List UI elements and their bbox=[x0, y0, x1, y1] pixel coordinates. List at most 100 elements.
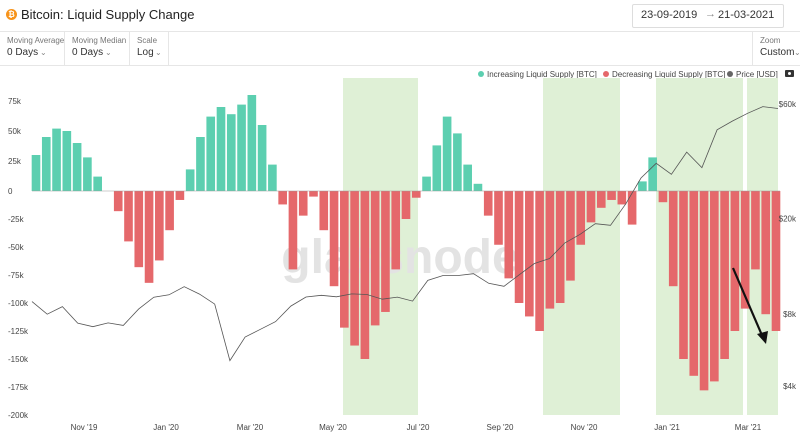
chevron-down-icon: ⌄ bbox=[155, 48, 162, 57]
price-line bbox=[31, 106, 779, 362]
bar bbox=[165, 191, 174, 231]
bar bbox=[113, 191, 123, 212]
bar bbox=[699, 191, 709, 391]
y-tick-label: -75k bbox=[8, 271, 25, 280]
legend-label-increasing: Increasing Liquid Supply [BTC] bbox=[487, 70, 597, 79]
legend-item-increasing[interactable]: Increasing Liquid Supply [BTC] bbox=[478, 70, 597, 79]
x-tick-label: Jul '20 bbox=[407, 423, 430, 432]
x-tick-label: Nov '19 bbox=[71, 423, 98, 432]
bar bbox=[525, 191, 534, 317]
y2-tick-label: $60k bbox=[779, 100, 797, 109]
bar bbox=[494, 191, 503, 245]
bar bbox=[483, 191, 493, 216]
bar bbox=[545, 191, 555, 309]
y-tick-label: -175k bbox=[8, 383, 29, 392]
y2-tick-label: $20k bbox=[779, 214, 797, 223]
legend-label-price: Price [USD] bbox=[736, 70, 778, 79]
bar bbox=[134, 191, 144, 268]
moving-median-select[interactable]: Moving Median 0 Days ⌄ bbox=[65, 32, 130, 65]
trend-arrow bbox=[731, 267, 766, 341]
y-tick-label: -50k bbox=[8, 243, 25, 252]
bar bbox=[751, 191, 760, 270]
bar bbox=[175, 191, 185, 200]
chevron-down-icon: ⌄ bbox=[794, 48, 800, 57]
x-tick-label: Jan '21 bbox=[654, 423, 680, 432]
bar bbox=[514, 191, 524, 303]
date-range-picker[interactable]: 23-09-2019 → 21-03-2021 bbox=[632, 4, 784, 28]
x-tick-label: Nov '20 bbox=[571, 423, 598, 432]
bar bbox=[638, 181, 647, 191]
bar bbox=[761, 191, 771, 315]
bar bbox=[381, 191, 390, 312]
y-tick-label: -125k bbox=[8, 327, 29, 336]
moving-average-select[interactable]: Moving Average 0 Days ⌄ bbox=[0, 32, 65, 65]
bar bbox=[41, 137, 51, 191]
x-tick-label: Mar '20 bbox=[237, 423, 264, 432]
y2-tick-label: $8k bbox=[783, 310, 797, 319]
bar bbox=[453, 133, 462, 191]
bar bbox=[247, 95, 257, 191]
bar bbox=[401, 191, 411, 219]
bar bbox=[72, 143, 82, 191]
y-tick-label: -25k bbox=[8, 215, 25, 224]
zoom-label: Zoom bbox=[760, 36, 781, 45]
date-from[interactable]: 23-09-2019 bbox=[641, 9, 698, 21]
bar bbox=[268, 164, 277, 191]
bar bbox=[329, 191, 339, 287]
bar bbox=[668, 191, 678, 287]
zoom-select[interactable]: Zoom Custom ⌄ bbox=[752, 32, 800, 65]
legend-item-price[interactable]: Price [USD] bbox=[727, 70, 778, 79]
y-tick-label: -150k bbox=[8, 355, 29, 364]
date-to[interactable]: 21-03-2021 bbox=[718, 9, 775, 21]
bar bbox=[319, 191, 329, 231]
bar bbox=[155, 191, 164, 261]
bar bbox=[504, 191, 514, 279]
bar bbox=[627, 191, 637, 225]
legend-label-decreasing: Decreasing Liquid Supply [BTC] bbox=[612, 70, 726, 79]
bar bbox=[658, 191, 668, 203]
bar bbox=[350, 191, 359, 346]
bar bbox=[52, 128, 61, 191]
x-tick-label: Sep '20 bbox=[487, 423, 514, 432]
scale-select[interactable]: Scale Log ⌄ bbox=[130, 32, 169, 65]
y2-tick-label: $4k bbox=[783, 382, 797, 391]
bar bbox=[62, 131, 72, 191]
y2-axis: $60k $20k $8k $4k bbox=[779, 100, 797, 391]
bar bbox=[83, 157, 92, 191]
bar bbox=[124, 191, 133, 242]
y-tick-label: -100k bbox=[8, 299, 29, 308]
moving-average-label: Moving Average bbox=[7, 36, 65, 45]
chevron-down-icon: ⌄ bbox=[40, 48, 47, 57]
bar bbox=[720, 191, 729, 359]
bar bbox=[617, 191, 627, 205]
bar bbox=[740, 191, 750, 309]
bar bbox=[196, 137, 205, 191]
bar bbox=[370, 191, 380, 326]
y-tick-label: 25k bbox=[8, 157, 22, 166]
header-bar: ₿ Bitcoin: Liquid Supply Change 23-09-20… bbox=[0, 0, 800, 32]
legend-swatch-price bbox=[727, 71, 733, 77]
moving-average-value: 0 Days bbox=[7, 47, 39, 58]
bar bbox=[216, 107, 226, 191]
x-tick-label: Jan '20 bbox=[153, 423, 179, 432]
y-tick-label: -200k bbox=[8, 411, 29, 420]
bar bbox=[648, 157, 657, 191]
bar bbox=[278, 191, 287, 205]
bar bbox=[298, 191, 308, 216]
bar bbox=[576, 191, 586, 245]
scale-label: Scale bbox=[137, 36, 158, 45]
bar bbox=[463, 164, 472, 191]
legend-item-decreasing[interactable]: Decreasing Liquid Supply [BTC] bbox=[603, 70, 725, 79]
y-axis: 75k 50k 25k 0 -25k -50k -75k -100k -125k -150k -17… bbox=[8, 97, 29, 420]
bitcoin-icon: ₿ bbox=[6, 9, 17, 20]
arrow-right-icon: → bbox=[705, 8, 716, 20]
bar bbox=[340, 191, 349, 328]
camera-icon[interactable] bbox=[785, 70, 794, 77]
bar bbox=[689, 191, 699, 376]
chevron-down-icon: ⌄ bbox=[105, 48, 112, 57]
bar bbox=[226, 114, 236, 191]
x-tick-label: Mar '21 bbox=[735, 423, 762, 432]
bar bbox=[432, 145, 442, 191]
y-tick-label: 50k bbox=[8, 127, 22, 136]
bar bbox=[309, 191, 318, 197]
